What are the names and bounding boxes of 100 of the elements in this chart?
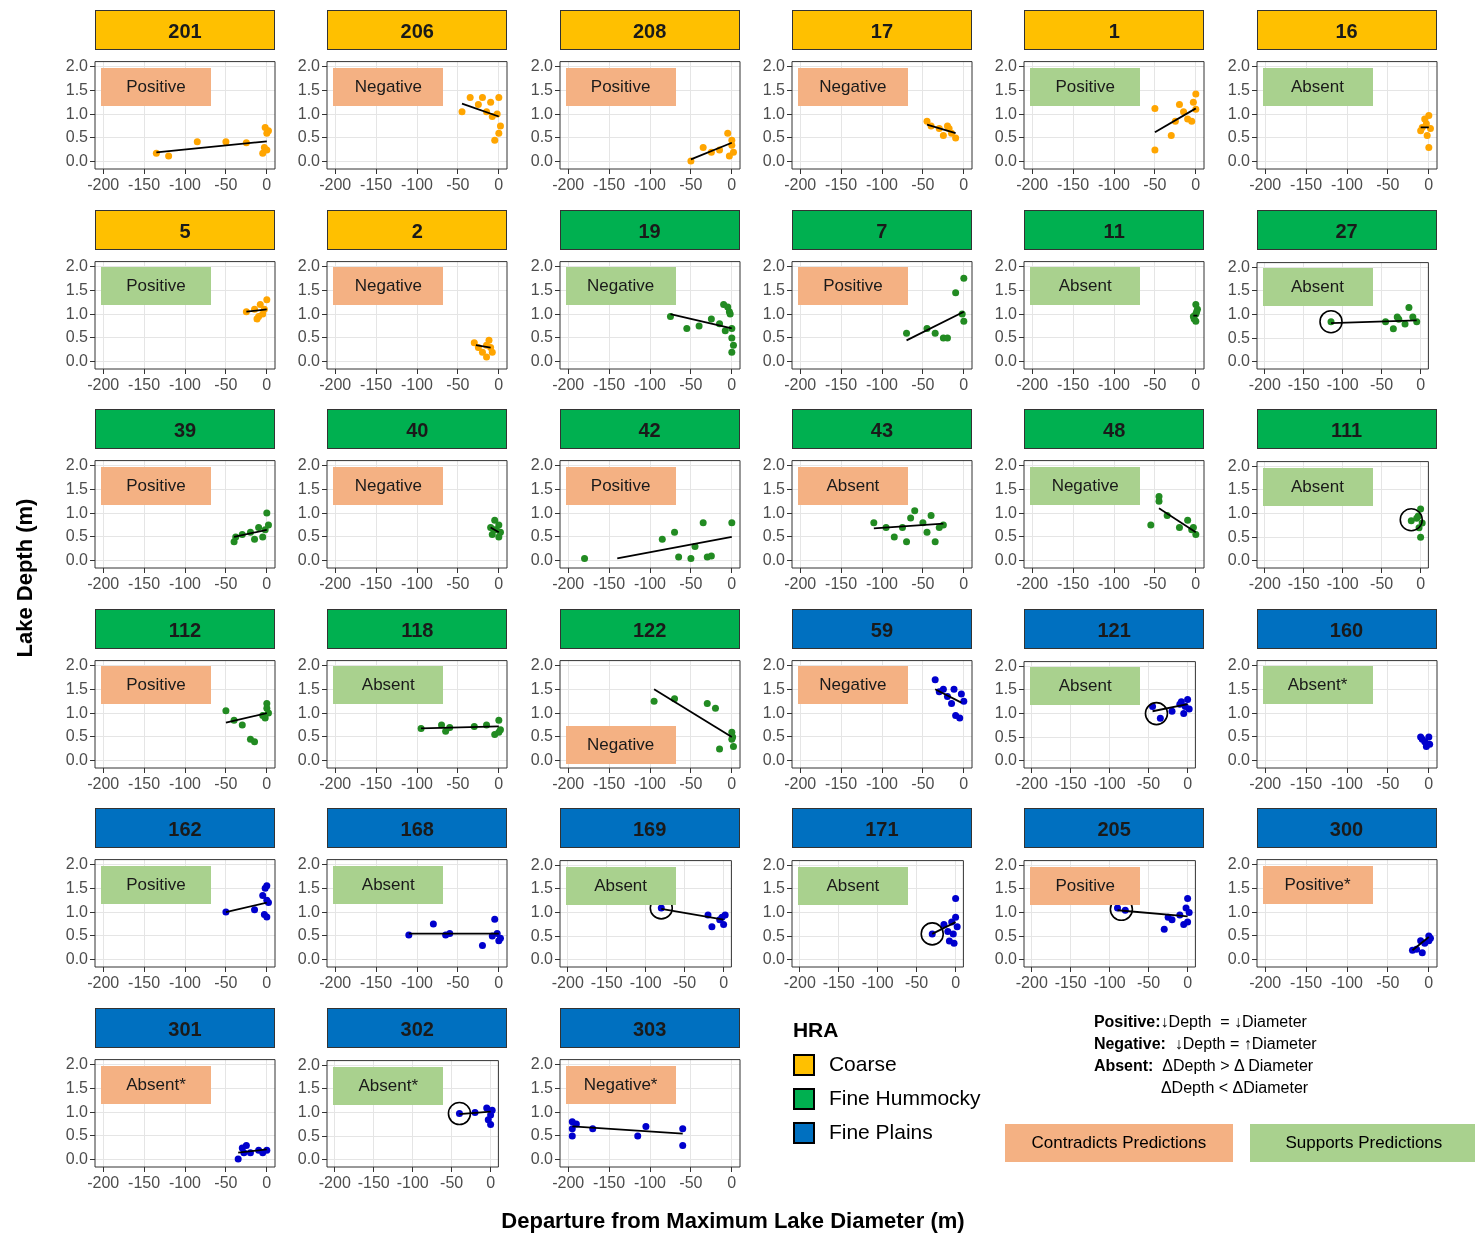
y-tick-label: 1.5: [530, 280, 553, 298]
x-tick-label: -50: [446, 774, 470, 792]
x-tick-label: 0: [1183, 974, 1193, 992]
x-tick-label: -50: [1137, 974, 1161, 992]
y-tick-label: 0.5: [1227, 926, 1250, 944]
x-tick-label: -150: [824, 774, 858, 792]
y-tick-label: 2.0: [298, 455, 321, 473]
chart-title: 121: [1024, 608, 1205, 649]
x-tick-label: -50: [214, 575, 238, 593]
x-tick-label: -200: [1016, 575, 1049, 593]
chart-title: 168: [327, 808, 508, 849]
y-tick-label: 2.0: [762, 455, 785, 473]
y-tick-label: 2.0: [65, 56, 89, 74]
y-tick-label: 1.5: [762, 80, 785, 98]
x-tick-label: -50: [446, 176, 470, 194]
x-tick-label: -200: [87, 774, 120, 792]
y-tick-label: 0.0: [298, 351, 321, 369]
y-tick-label: 2.0: [994, 656, 1018, 674]
x-tick-label: 0: [486, 1174, 496, 1192]
chart-title: 16: [1256, 10, 1437, 50]
x-tick-label: -150: [592, 176, 625, 194]
y-tick-label: 0.0: [530, 1150, 553, 1168]
chart-title: 303: [559, 1008, 740, 1048]
x-tick-label: -150: [824, 375, 858, 393]
y-tick-label: 2.0: [994, 256, 1018, 274]
x-tick-label: -50: [1143, 375, 1167, 393]
x-tick-label: -100: [168, 375, 202, 393]
x-tick-label: 0: [726, 375, 736, 393]
y-tick-label: 0.0: [1227, 351, 1250, 369]
x-tick-label: -50: [911, 575, 935, 593]
x-tick-label: -50: [911, 774, 935, 792]
x-tick-label: -200: [1016, 176, 1049, 194]
chart-title: 302: [327, 1008, 508, 1048]
y-tick-label: 1.5: [65, 280, 89, 298]
x-tick-label: -150: [592, 1174, 625, 1192]
x-tick-label: -200: [784, 375, 817, 393]
y-tick-label: 1.5: [298, 280, 321, 298]
chart-title: 5: [95, 209, 275, 250]
y-tick-label: 2.0: [762, 655, 785, 673]
y-tick-label: 1.5: [65, 479, 89, 497]
x-tick-label: -50: [672, 974, 696, 992]
x-tick-label: -150: [824, 575, 858, 593]
x-tick-label: -100: [1098, 375, 1131, 393]
y-tick-label: 2.0: [298, 655, 321, 673]
y-tick-label: 1.5: [762, 280, 785, 298]
y-tick-label: 0.0: [762, 351, 785, 369]
x-tick-label: -150: [822, 974, 855, 992]
y-tick-label: 0.0: [994, 551, 1018, 569]
x-tick-label: 0: [718, 974, 728, 992]
y-tick-label: 1.5: [298, 879, 321, 897]
x-tick-label: -100: [1330, 774, 1363, 792]
chart-title: 40: [327, 409, 508, 450]
chart-title: 48: [1024, 409, 1205, 450]
x-tick-label: -150: [1289, 974, 1322, 992]
y-tick-label: 0.0: [298, 152, 321, 170]
x-tick-label: -200: [1016, 375, 1049, 393]
text: ΔDepth < ΔDiameter: [1160, 1079, 1309, 1097]
y-tick-label: 0.0: [1227, 950, 1250, 968]
y-tick-label: 1.0: [65, 503, 89, 521]
y-tick-label: 0.5: [298, 128, 321, 146]
x-tick-label: -150: [128, 1174, 161, 1192]
y-tick-label: 0.5: [298, 926, 321, 944]
x-tick-label: -100: [168, 575, 202, 593]
chart-title: 17: [791, 10, 972, 50]
y-tick-label: 0.5: [298, 727, 321, 745]
x-tick-label: -150: [1289, 774, 1322, 792]
chart-title: 205: [1024, 808, 1205, 849]
x-tick-label: -200: [551, 176, 584, 194]
x-tick-label: -50: [678, 375, 703, 393]
chart-title: 206: [327, 10, 508, 50]
y-tick-label: 1.5: [1227, 280, 1250, 298]
x-tick-label: 0: [262, 1174, 272, 1192]
x-tick-label: -100: [396, 1174, 430, 1192]
x-tick-label: -100: [1330, 974, 1363, 992]
x-tick-label: -100: [1098, 575, 1131, 593]
y-tick-label: 1.0: [65, 902, 89, 920]
x-tick-label: -100: [401, 974, 434, 992]
x-tick-label: 0: [262, 176, 272, 194]
y-tick-label: 2.0: [65, 855, 89, 873]
y-tick-label: 1.5: [65, 679, 89, 697]
y-tick-label: 0.5: [762, 527, 785, 545]
x-tick-label: -150: [1057, 176, 1090, 194]
x-tick-label: -100: [1326, 375, 1359, 393]
y-tick-label: 2.0: [1227, 257, 1250, 275]
x-tick-label: 0: [959, 375, 969, 393]
x-tick-label: -200: [784, 176, 817, 194]
chart-title: 162: [95, 808, 275, 849]
y-tick-label: 1.5: [298, 479, 321, 497]
text: Lake Depth (m): [12, 498, 38, 658]
x-tick-label: 0: [1415, 575, 1425, 593]
y-tick-label: 0.5: [65, 527, 89, 545]
x-tick-label: -50: [1143, 575, 1167, 593]
x-tick-label: -50: [911, 176, 935, 194]
x-tick-label: -200: [319, 774, 352, 792]
y-tick-label: 0.5: [65, 926, 89, 944]
y-tick-label: 1.5: [762, 679, 785, 697]
x-tick-label: -100: [1326, 575, 1359, 593]
x-tick-label: -100: [168, 974, 202, 992]
x-tick-label: -50: [214, 375, 238, 393]
y-tick-label: 1.5: [1227, 80, 1250, 98]
